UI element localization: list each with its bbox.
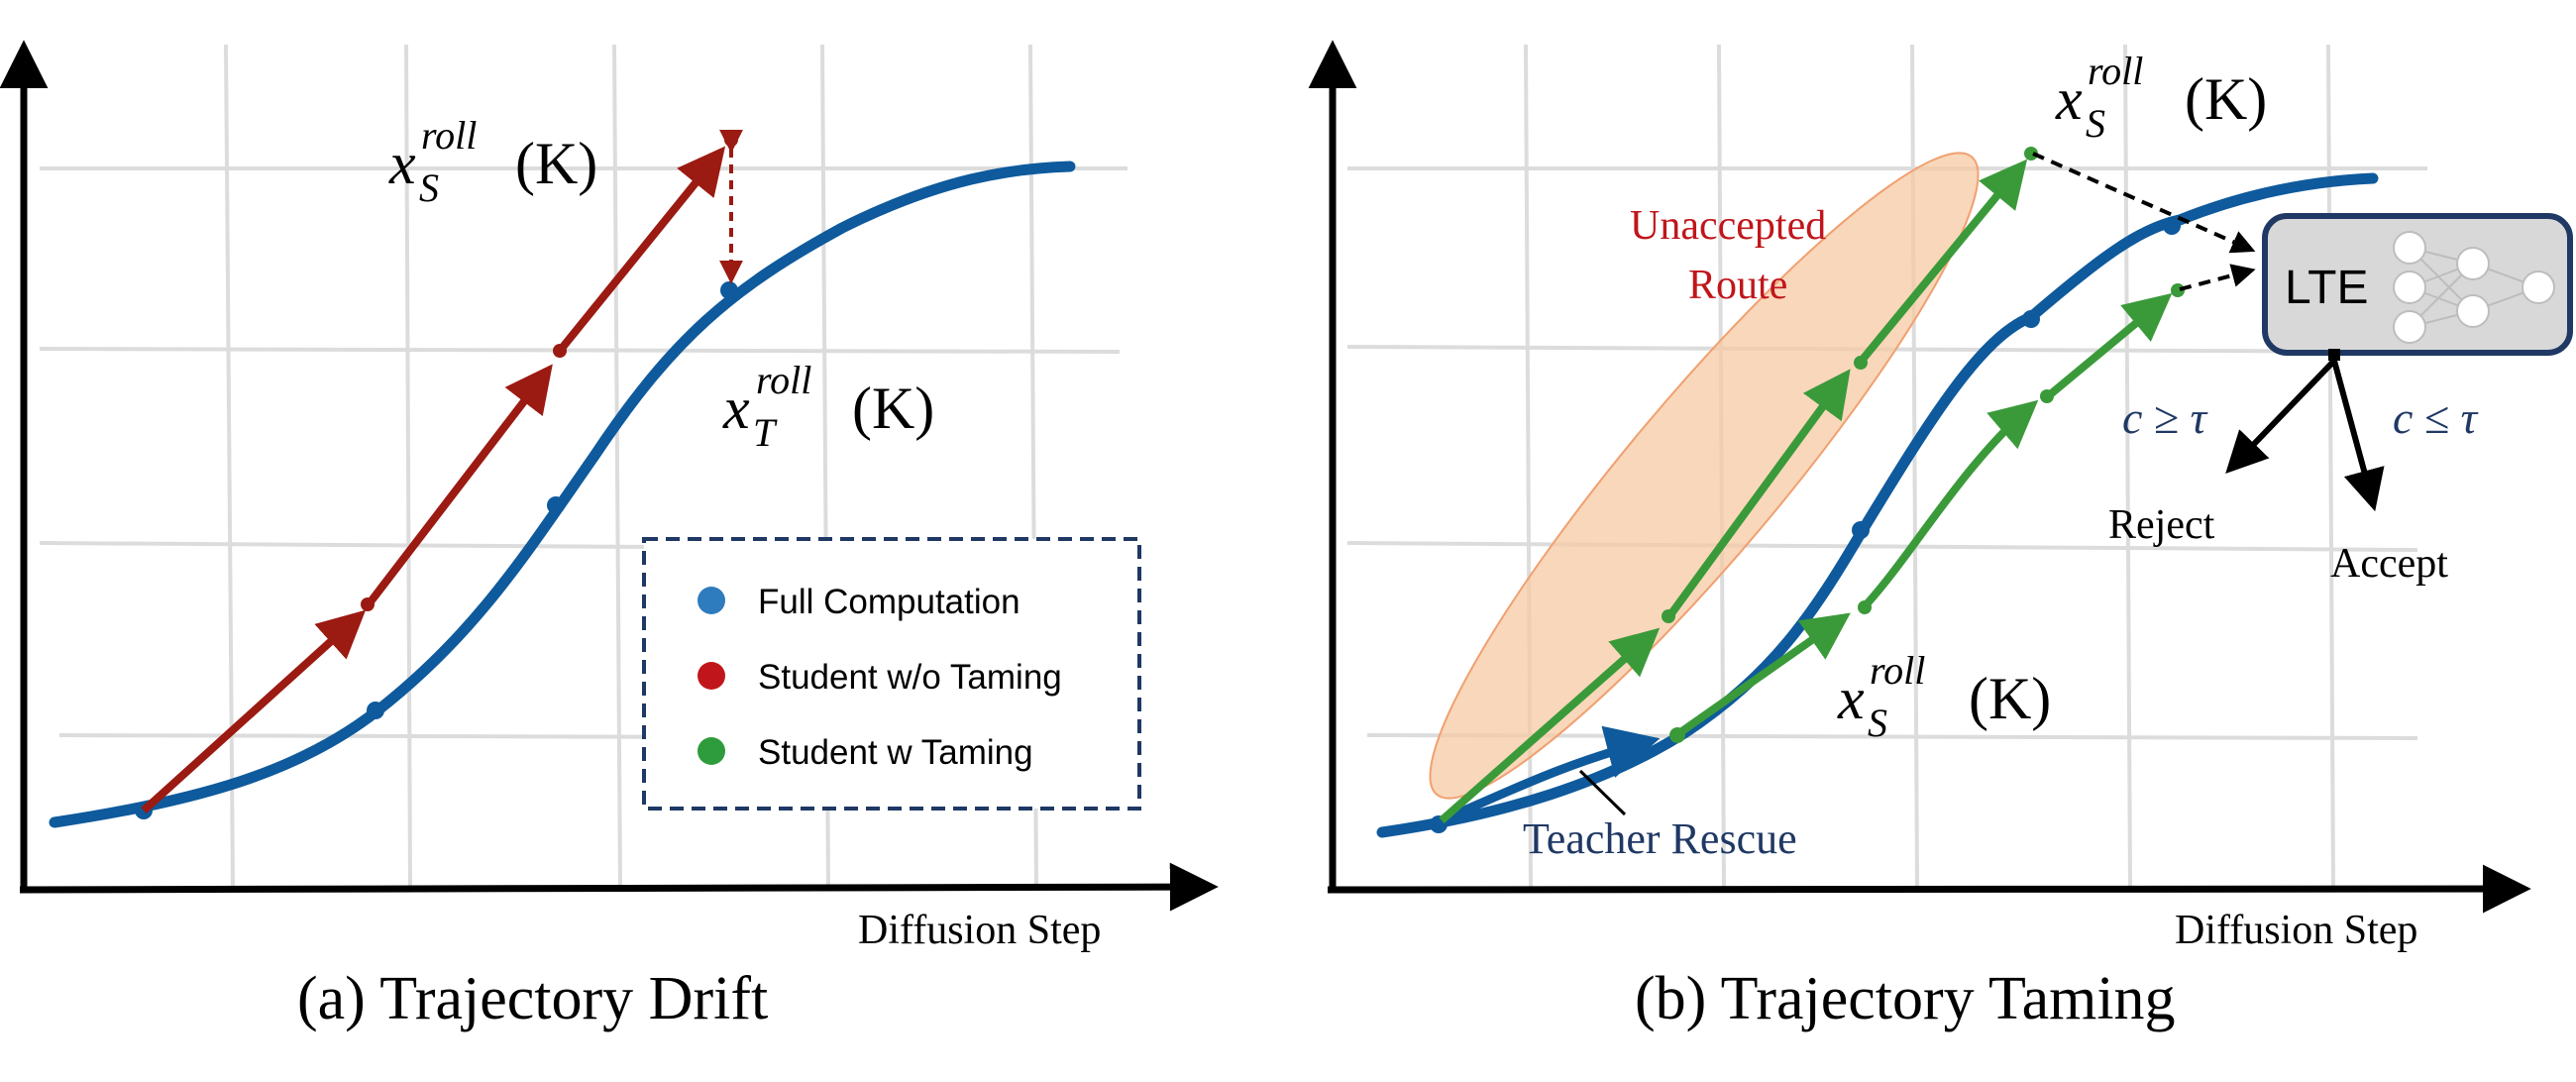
dashed-arrow-top — [2032, 152, 2256, 254]
panel-b-teacher-point-4 — [2163, 217, 2181, 235]
svg-text:(K): (K) — [852, 376, 934, 441]
panel-a-label-student: x S roll (K) — [388, 113, 597, 210]
unaccepted-route-label-line2: Route — [1688, 263, 1787, 308]
legend-swatch-blue — [698, 587, 725, 614]
panel-a-xlabel: Diffusion Step — [858, 908, 1101, 953]
accepted-student-route — [1673, 292, 2173, 739]
lte-label: LTE — [2285, 262, 2368, 314]
legend-item-student-w-taming: Student w Taming — [698, 733, 1033, 772]
svg-text:S: S — [1868, 701, 1887, 745]
svg-text:roll: roll — [2088, 49, 2143, 93]
panel-b-label-student-top: x S roll (K) — [2055, 49, 2267, 146]
svg-text:x: x — [1837, 666, 1865, 731]
legend-swatch-green — [698, 737, 725, 765]
svg-text:x: x — [722, 376, 750, 441]
legend-item-full-computation: Full Computation — [698, 583, 1020, 621]
panel-a-caption: (a) Trajectory Drift — [297, 965, 768, 1032]
panel-b: LTE c ≥ τ c ≤ τ Reject Accept Unaccepted… — [1308, 40, 2573, 1032]
legend-item-student-wo-taming: Student w/o Taming — [698, 658, 1062, 697]
reject-arrow — [2225, 358, 2337, 475]
unaccepted-route-ellipse — [1429, 152, 1980, 800]
svg-text:(K): (K) — [2185, 66, 2267, 132]
svg-text:roll: roll — [421, 113, 477, 158]
panel-a-teacher-curve — [49, 161, 1076, 828]
panel-b-label-student-mid: x S roll (K) — [1837, 648, 2051, 745]
svg-text:S: S — [2086, 101, 2105, 146]
accepted-point-3 — [2040, 389, 2054, 403]
svg-text:x: x — [388, 131, 416, 196]
svg-text:(K): (K) — [515, 131, 597, 196]
panel-a-legend: Full Computation Student w/o Taming Stud… — [642, 537, 1141, 811]
panel-b-caption: (b) Trajectory Taming — [1635, 965, 2176, 1032]
teacher-rescue-pointer — [1578, 769, 1627, 816]
teacher-rescue-arrow — [1440, 725, 1661, 825]
accepted-point-4 — [2171, 283, 2185, 297]
lte-output-port — [2328, 349, 2340, 361]
panel-a-x-axis — [19, 862, 1219, 912]
panel-a-student-point-3 — [724, 133, 738, 147]
svg-text:roll: roll — [756, 358, 811, 402]
lte-module: LTE — [2262, 213, 2573, 361]
accept-label: Accept — [2330, 541, 2448, 587]
accepted-point-2 — [1858, 600, 1872, 614]
cond-reject: c ≥ τ — [2122, 392, 2208, 443]
neural-network-icon — [2393, 231, 2555, 344]
unaccepted-point-2 — [1854, 356, 1868, 370]
accepted-point-1 — [1669, 727, 1685, 743]
unaccepted-route-label-line1: Unaccepted — [1630, 203, 1826, 249]
panel-a: x S roll (K) x T roll (K) Full Computati… — [0, 40, 1219, 1032]
dashed-arrow-bottom — [2179, 264, 2256, 291]
svg-text:roll: roll — [1870, 648, 1925, 693]
legend-box — [642, 537, 1141, 811]
svg-text:S: S — [419, 165, 439, 210]
accept-arrow — [2331, 360, 2385, 512]
unaccepted-point-3 — [2024, 147, 2038, 161]
panel-b-teacher-point-2 — [1852, 521, 1870, 539]
legend-label: Student w Taming — [758, 733, 1033, 772]
panel-b-teacher-point-3 — [2022, 310, 2040, 328]
legend-swatch-red — [698, 662, 725, 690]
panel-a-teacher-point-4 — [720, 281, 738, 299]
unaccepted-student-route — [1439, 159, 2028, 823]
panel-a-teacher-point-2 — [367, 702, 384, 719]
svg-text:x: x — [2055, 66, 2083, 132]
svg-text:T: T — [753, 410, 778, 455]
panel-a-student-point-2 — [553, 344, 567, 358]
cond-accept: c ≤ τ — [2393, 392, 2479, 443]
legend-label: Student w/o Taming — [758, 658, 1062, 697]
panel-a-label-teacher: x T roll (K) — [722, 358, 934, 455]
panel-a-student-point-1 — [361, 597, 375, 611]
panel-a-teacher-point-3 — [547, 496, 565, 514]
teacher-rescue-label: Teacher Rescue — [1523, 814, 1797, 863]
legend-label: Full Computation — [758, 583, 1020, 621]
svg-text:(K): (K) — [1969, 666, 2051, 731]
reject-label: Reject — [2108, 502, 2215, 548]
panel-a-student-drift — [141, 146, 726, 813]
panel-b-xlabel: Diffusion Step — [2175, 908, 2417, 953]
unaccepted-point-1 — [1662, 609, 1675, 623]
panel-b-x-axis — [1327, 864, 2531, 914]
